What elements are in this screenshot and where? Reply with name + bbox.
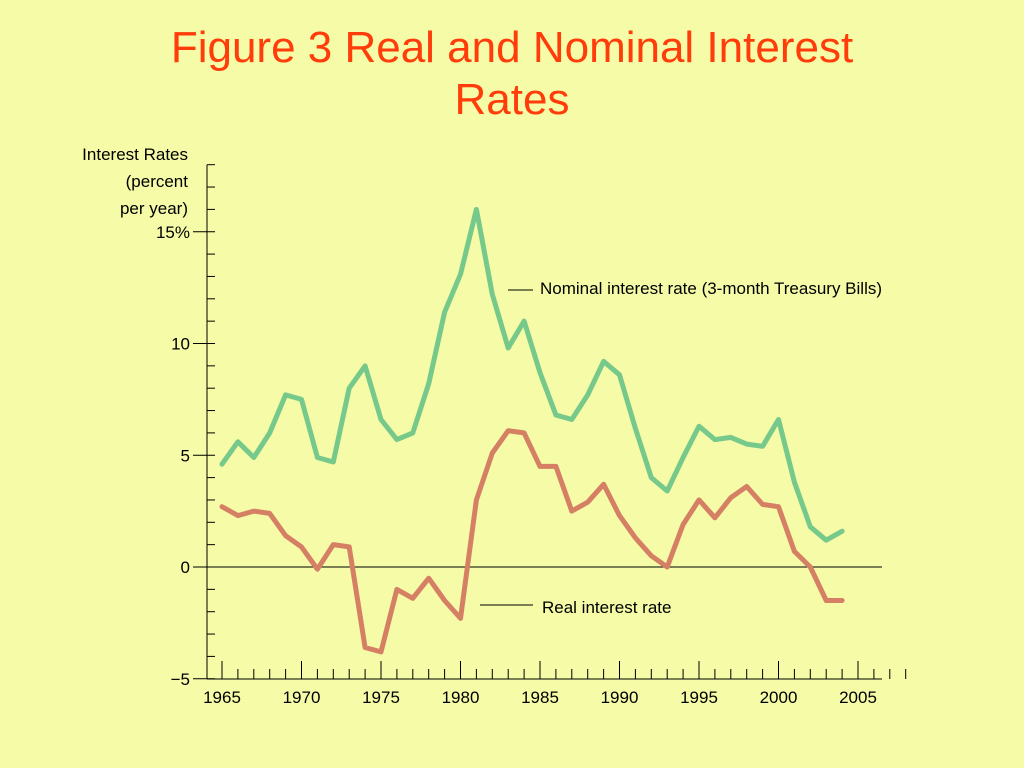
y-tick-label: 0 (181, 558, 190, 577)
x-tick-label: 2000 (760, 688, 798, 707)
y-axis-label-line-1: Interest Rates (82, 145, 188, 164)
x-tick-label: 2005 (839, 688, 877, 707)
y-axis-label-line-2: (percent (125, 172, 188, 191)
y-axis-label-line-3: per year) (119, 199, 188, 218)
chart-axes: 15% 10 5 0 −5 1965 1970 1975 1980 1985 1990 1995 200… (156, 164, 907, 707)
x-tick-label: 1985 (521, 688, 559, 707)
chart-title-line-2: Rates (454, 75, 570, 124)
annotation-layer: Nominal interest rate (3-month Treasury … (480, 279, 882, 617)
nominal-rate-annotation: Nominal interest rate (3-month Treasury … (540, 279, 882, 298)
real-rate-annotation: Real interest rate (542, 598, 671, 617)
y-tick-label: 5 (181, 446, 190, 465)
y-tick-label: −5 (171, 670, 190, 689)
y-tick-label: 10 (171, 335, 190, 354)
x-tick-label: 1975 (362, 688, 400, 707)
real-rate-line (219, 428, 845, 655)
nominal-rate-line (219, 206, 845, 543)
x-tick-label: 1965 (203, 688, 241, 707)
x-tick-label: 1980 (442, 688, 480, 707)
series-layer (219, 206, 845, 655)
y-axis-label: Interest Rates (percent per year) (82, 141, 188, 222)
x-tick-label: 1995 (680, 688, 718, 707)
x-tick-label: 1990 (601, 688, 639, 707)
x-tick-label: 1970 (283, 688, 321, 707)
y-tick-label: 15% (156, 223, 190, 242)
chart-title: Figure 3 Real and Nominal Interest Rates (0, 22, 1024, 126)
chart-title-line-1: Figure 3 Real and Nominal Interest (170, 23, 854, 72)
